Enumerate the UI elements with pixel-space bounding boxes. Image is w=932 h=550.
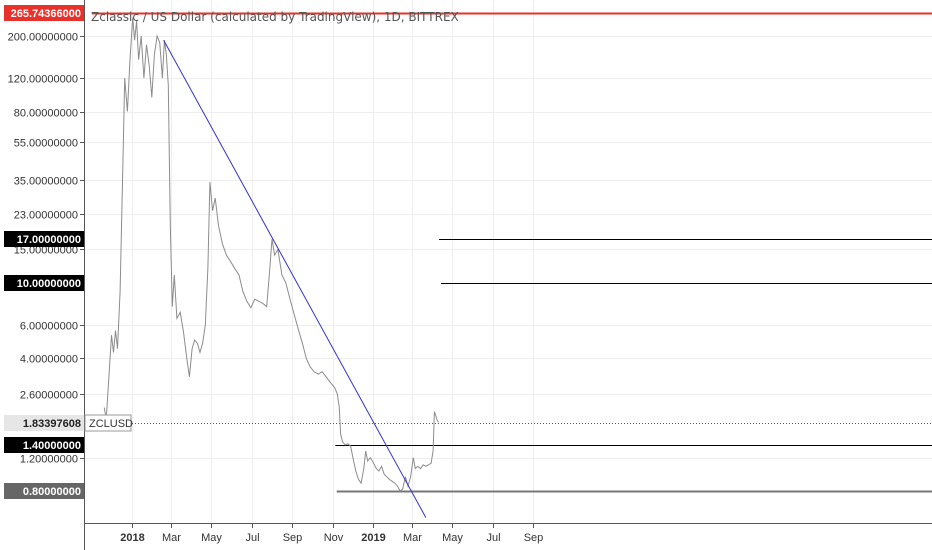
y-tick-label: 15.00000000 <box>14 245 78 257</box>
symbol-tag <box>84 414 132 432</box>
price-labels: 265.74366000 17.00000000 10.00000000 1.4000… <box>4 5 133 499</box>
x-tick-label: 2018 <box>120 532 144 544</box>
y-tick-label: 55.00000000 <box>14 138 78 150</box>
y-tick-label: 200.00000000 <box>8 32 78 44</box>
y-tick-label: 80.00000000 <box>14 108 78 120</box>
grid-lines <box>84 0 932 523</box>
price-tag-text: 17.00000000 <box>17 234 81 246</box>
price-tag-bg <box>4 5 84 21</box>
trendline[interactable] <box>163 39 427 518</box>
x-tick-label: May <box>201 532 222 544</box>
y-tick-label: 1.20000000 <box>20 454 78 466</box>
y-tick-label: 35.00000000 <box>14 176 78 188</box>
price-series-line <box>103 17 439 492</box>
x-tick-label: Jul <box>245 532 259 544</box>
x-tick-label: Jul <box>486 532 500 544</box>
price-tag-bg <box>4 275 84 291</box>
y-tick-label: 120.00000000 <box>8 74 78 86</box>
price-axis: 200.00000000 120.00000000 80.00000000 55.00… <box>8 32 84 466</box>
y-tick-label: 2.60000000 <box>20 390 78 402</box>
x-tick-label: Nov <box>324 532 344 544</box>
price-tag-text: 1.40000000 <box>23 440 81 452</box>
horizontal-levels <box>91 12 932 493</box>
x-tick-label: Mar <box>403 532 422 544</box>
x-tick-label: 2019 <box>361 532 385 544</box>
y-tick-label: 4.00000000 <box>20 354 78 366</box>
y-tick-label: 6.00000000 <box>20 321 78 333</box>
price-tag-text: 1.83397608 <box>23 418 81 430</box>
x-tick-label: Mar <box>162 532 181 544</box>
price-tag-text: 10.00000000 <box>17 278 81 290</box>
time-axis: 2018 Mar May Jul Sep Nov 2019 Mar May Jul Sep <box>120 523 543 544</box>
x-tick-label: Sep <box>524 532 544 544</box>
price-tag-bg <box>4 415 84 431</box>
price-tag-bg <box>4 437 84 453</box>
price-tag-text: 265.74366000 <box>11 8 81 20</box>
x-tick-label: May <box>442 532 463 544</box>
chart-title: Zclassic / US Dollar (calculated by Trad… <box>91 10 459 24</box>
price-tag-text: 0.80000000 <box>23 486 81 498</box>
x-tick-label: Sep <box>283 532 303 544</box>
symbol-tag-text: ZCLUSD <box>89 418 133 430</box>
price-tag-bg <box>4 231 84 247</box>
y-tick-label: 23.00000000 <box>14 210 78 222</box>
price-tag-bg <box>4 483 84 499</box>
